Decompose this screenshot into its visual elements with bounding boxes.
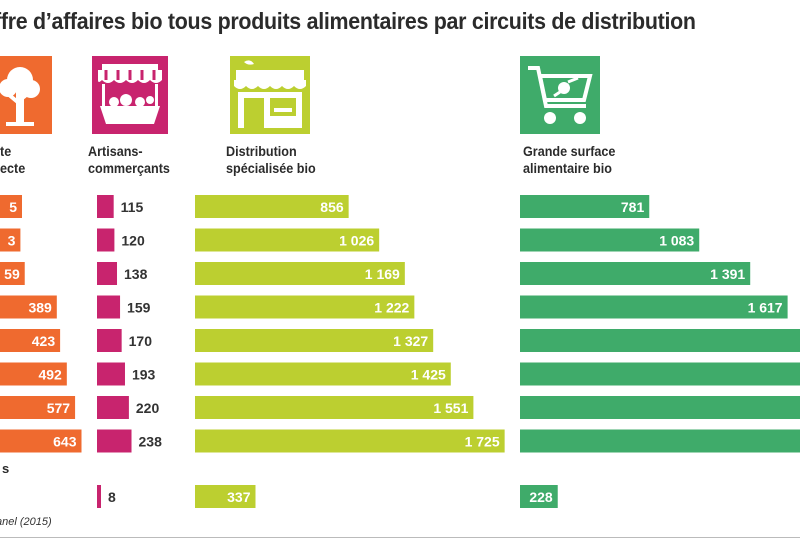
value-label-artisans-2: 138 bbox=[124, 266, 148, 282]
bar-grande-surface-1 bbox=[520, 228, 700, 252]
value-label-distribution-specialisee-3: 1 222 bbox=[374, 300, 409, 316]
bar-distribution-specialisee-6 bbox=[195, 396, 474, 419]
value-label-distribution-specialisee-4: 1 327 bbox=[393, 333, 428, 349]
value-label-grande-surface-3: 1 617 bbox=[748, 300, 783, 316]
bar-artisans-5 bbox=[97, 362, 125, 386]
value-label-vente-directe-0: 5 bbox=[9, 199, 17, 215]
header-artisans-commercants: Artisans- commerçants bbox=[88, 143, 170, 176]
shop-icon bbox=[230, 56, 310, 134]
bar-distribution-specialisee-7 bbox=[195, 429, 505, 453]
bar-distribution-specialisee-0 bbox=[195, 195, 349, 218]
value-label-artisans-5: 193 bbox=[132, 367, 156, 383]
bar-grande-surface-extra bbox=[520, 485, 558, 508]
value-label-distribution-specialisee-0: 856 bbox=[320, 199, 344, 215]
bar-vente-directe-4 bbox=[0, 329, 61, 352]
bar-artisans-6 bbox=[97, 396, 129, 419]
bar-distribution-specialisee-extra bbox=[195, 485, 256, 508]
value-label-distribution-specialisee-1: 1 026 bbox=[339, 233, 374, 249]
bar-grande-surface-3 bbox=[520, 295, 788, 319]
value-label-distribution-specialisee-6: 1 551 bbox=[433, 400, 468, 416]
bar-artisans-3 bbox=[97, 295, 121, 319]
footer-row-label: s bbox=[2, 461, 10, 476]
value-label-vente-directe-2: 59 bbox=[4, 266, 20, 282]
bar-vente-directe-3 bbox=[0, 295, 57, 319]
value-label-vente-directe-5: 492 bbox=[38, 367, 62, 383]
value-label-vente-directe-7: 643 bbox=[53, 434, 77, 450]
value-label-distribution-specialisee-extra: 337 bbox=[227, 489, 251, 505]
value-label-grande-surface-extra: 228 bbox=[529, 489, 553, 505]
tree-icon bbox=[0, 56, 52, 134]
bar-grande-surface-2 bbox=[520, 262, 751, 285]
value-label-distribution-specialisee-2: 1 169 bbox=[365, 266, 400, 282]
value-label-vente-directe-6: 577 bbox=[47, 400, 71, 416]
bar-artisans-1 bbox=[97, 228, 115, 252]
bar-vente-directe-5 bbox=[0, 362, 67, 386]
bar-vente-directe-0 bbox=[0, 195, 22, 218]
value-label-artisans-0: 115 bbox=[121, 199, 144, 215]
bar-distribution-specialisee-3 bbox=[195, 295, 415, 319]
market-stall-icon bbox=[92, 56, 168, 134]
bar-artisans-2 bbox=[97, 262, 118, 285]
header-distribution-specialisee: Distribution spécialisée bio bbox=[226, 143, 316, 176]
bar-vente-directe-6 bbox=[0, 396, 76, 419]
bar-distribution-specialisee-4 bbox=[195, 329, 434, 352]
value-label-artisans-1: 120 bbox=[121, 233, 145, 249]
source-note: anel (2015) bbox=[0, 516, 52, 528]
value-label-grande-surface-2: 1 391 bbox=[710, 266, 745, 282]
value-label-vente-directe-3: 389 bbox=[28, 300, 52, 316]
value-label-grande-surface-1: 1 083 bbox=[659, 233, 694, 249]
value-label-distribution-specialisee-7: 1 725 bbox=[465, 434, 500, 450]
bar-distribution-specialisee-5 bbox=[195, 362, 451, 386]
value-label-artisans-3: 159 bbox=[127, 300, 151, 316]
shopping-cart-icon bbox=[520, 56, 600, 134]
value-label-artisans-4: 170 bbox=[129, 333, 153, 349]
header-vente-directe: te ecte bbox=[0, 143, 26, 176]
bar-distribution-specialisee-1 bbox=[195, 228, 380, 252]
bar-vente-directe-7 bbox=[0, 429, 82, 453]
value-label-artisans-extra: 8 bbox=[108, 489, 116, 505]
bar-distribution-specialisee-2 bbox=[195, 262, 405, 285]
bar-vente-directe-1 bbox=[0, 228, 21, 252]
value-label-artisans-7: 238 bbox=[139, 434, 163, 450]
value-label-grande-surface-0: 781 bbox=[621, 199, 645, 215]
bar-grande-surface-5 bbox=[520, 362, 800, 386]
bar-artisans-7 bbox=[97, 429, 132, 453]
bar-grande-surface-0 bbox=[520, 195, 650, 218]
bar-artisans-4 bbox=[97, 329, 122, 352]
value-label-distribution-specialisee-5: 1 425 bbox=[411, 367, 446, 383]
value-label-vente-directe-4: 423 bbox=[32, 333, 56, 349]
bar-grande-surface-6 bbox=[520, 396, 800, 419]
bar-vente-directe-2 bbox=[0, 262, 25, 285]
value-label-artisans-6: 220 bbox=[136, 400, 160, 416]
header-grande-surface: Grande surface alimentaire bio bbox=[523, 143, 616, 176]
bar-artisans-0 bbox=[97, 195, 114, 218]
bar-artisans-extra bbox=[97, 485, 101, 508]
bottom-rule bbox=[0, 537, 800, 538]
bar-grande-surface-4 bbox=[520, 329, 800, 352]
bar-grande-surface-7 bbox=[520, 429, 800, 453]
value-label-vente-directe-1: 3 bbox=[8, 233, 16, 249]
chart-title: ffre d’affaires bio tous produits alimen… bbox=[0, 8, 696, 34]
